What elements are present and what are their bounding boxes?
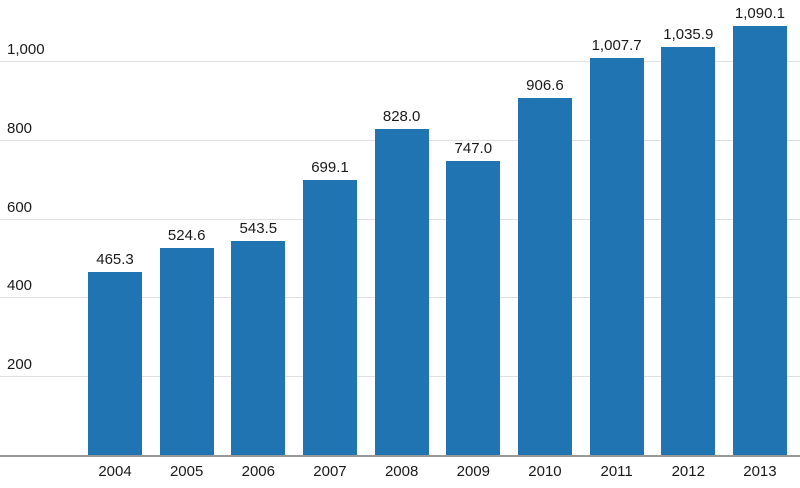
x-tick-label: 2011 xyxy=(600,463,633,480)
bar-value-label: 1,090.1 xyxy=(734,4,785,22)
x-tick-label: 2007 xyxy=(313,463,347,480)
x-tick-label: 2013 xyxy=(743,463,777,480)
gridline xyxy=(0,61,800,62)
bar-2010 xyxy=(517,97,572,455)
bar-2013 xyxy=(732,25,787,455)
bar-2007 xyxy=(302,179,357,455)
bar-2004 xyxy=(88,271,142,455)
bar-value-label: 828.0 xyxy=(382,107,421,125)
x-tick-label: 2004 xyxy=(98,463,132,480)
bar-2006 xyxy=(231,240,286,455)
bar-2005 xyxy=(159,248,214,455)
x-tick-label: 2012 xyxy=(671,463,705,480)
y-tick-label: 800 xyxy=(7,119,33,137)
bar-2011 xyxy=(589,57,644,455)
bar-value-label: 1,035.9 xyxy=(663,25,714,43)
y-tick-label: 400 xyxy=(7,277,33,295)
y-tick-label: 1,000 xyxy=(7,41,45,58)
y-tick-label: 600 xyxy=(7,198,33,216)
bar-value-label: 747.0 xyxy=(454,139,493,157)
bar-2009 xyxy=(446,160,501,455)
x-tick-label: 2005 xyxy=(169,463,204,480)
x-tick-label: 2008 xyxy=(384,463,419,480)
bar-value-label: 543.5 xyxy=(239,219,278,237)
bar-value-label: 524.6 xyxy=(167,227,206,245)
bar-2012 xyxy=(661,46,716,455)
x-axis-line xyxy=(0,455,800,457)
bar-2008 xyxy=(374,128,429,455)
x-tick-label: 2009 xyxy=(456,463,490,480)
x-tick-label: 2006 xyxy=(241,463,275,480)
bar-value-label: 1,007.7 xyxy=(591,36,642,54)
y-tick-label: 200 xyxy=(7,356,33,374)
x-tick-label: 2010 xyxy=(528,463,562,480)
bar-value-label: 465.3 xyxy=(96,250,134,268)
bar-value-label: 699.1 xyxy=(311,158,349,176)
bar-value-label: 906.6 xyxy=(526,76,564,94)
